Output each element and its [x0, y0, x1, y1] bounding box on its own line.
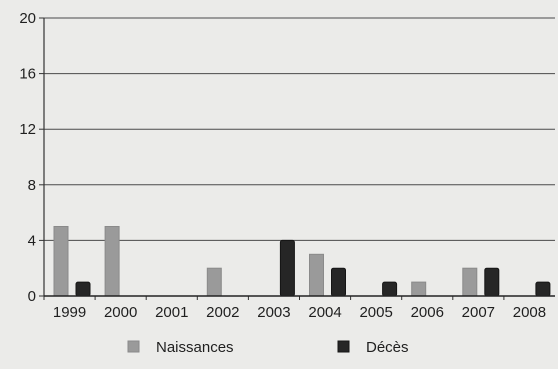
- y-tick-label: 0: [28, 288, 36, 305]
- x-tick-label: 2008: [513, 304, 546, 321]
- legend-label-deces: Décès: [366, 339, 409, 356]
- legend-swatch-deces: [337, 340, 350, 353]
- y-tick-label: 16: [19, 66, 36, 83]
- x-tick-label: 2004: [308, 304, 341, 321]
- bar-deces-2004: [331, 267, 346, 297]
- axes: [39, 17, 555, 300]
- bar-deces-2005: [382, 281, 398, 297]
- y-tick-label: 20: [19, 10, 36, 27]
- bar-naissances-1999: [53, 226, 69, 297]
- x-tick-label: 2002: [206, 304, 239, 321]
- bar-deces-2003: [279, 239, 295, 297]
- bar-naissances-2004: [309, 253, 324, 297]
- bar-naissances-2002: [206, 267, 222, 297]
- bars: [53, 226, 551, 297]
- gridlines: [44, 17, 555, 297]
- x-tick-labels: 1999 2000 2001 2002 2003 2004 2005 2006 2007 2008: [53, 304, 546, 321]
- bar-deces-2008: [535, 281, 551, 297]
- bar-naissances-2006: [411, 281, 427, 297]
- legend: Naissances Décès: [127, 339, 409, 356]
- bar-deces-2007: [484, 267, 500, 297]
- x-tick-label: 2000: [104, 304, 137, 321]
- bar-naissances-2000: [104, 226, 120, 297]
- y-tick-label: 4: [28, 232, 36, 249]
- bar-deces-1999: [75, 281, 91, 297]
- bar-naissances-2007: [462, 267, 478, 297]
- x-tick-label: 2003: [257, 304, 290, 321]
- x-tick-label: 2006: [411, 304, 444, 321]
- x-tick-label: 2007: [462, 304, 495, 321]
- x-tick-label: 2005: [359, 304, 392, 321]
- x-tick-label: 2001: [155, 304, 188, 321]
- y-tick-label: 8: [28, 177, 36, 194]
- x-tick-label: 1999: [53, 304, 86, 321]
- legend-swatch-naissances: [127, 340, 140, 353]
- y-tick-label: 12: [19, 121, 36, 138]
- legend-label-naissances: Naissances: [156, 339, 234, 356]
- y-tick-labels: 0 4 8 12 16 20: [19, 10, 36, 305]
